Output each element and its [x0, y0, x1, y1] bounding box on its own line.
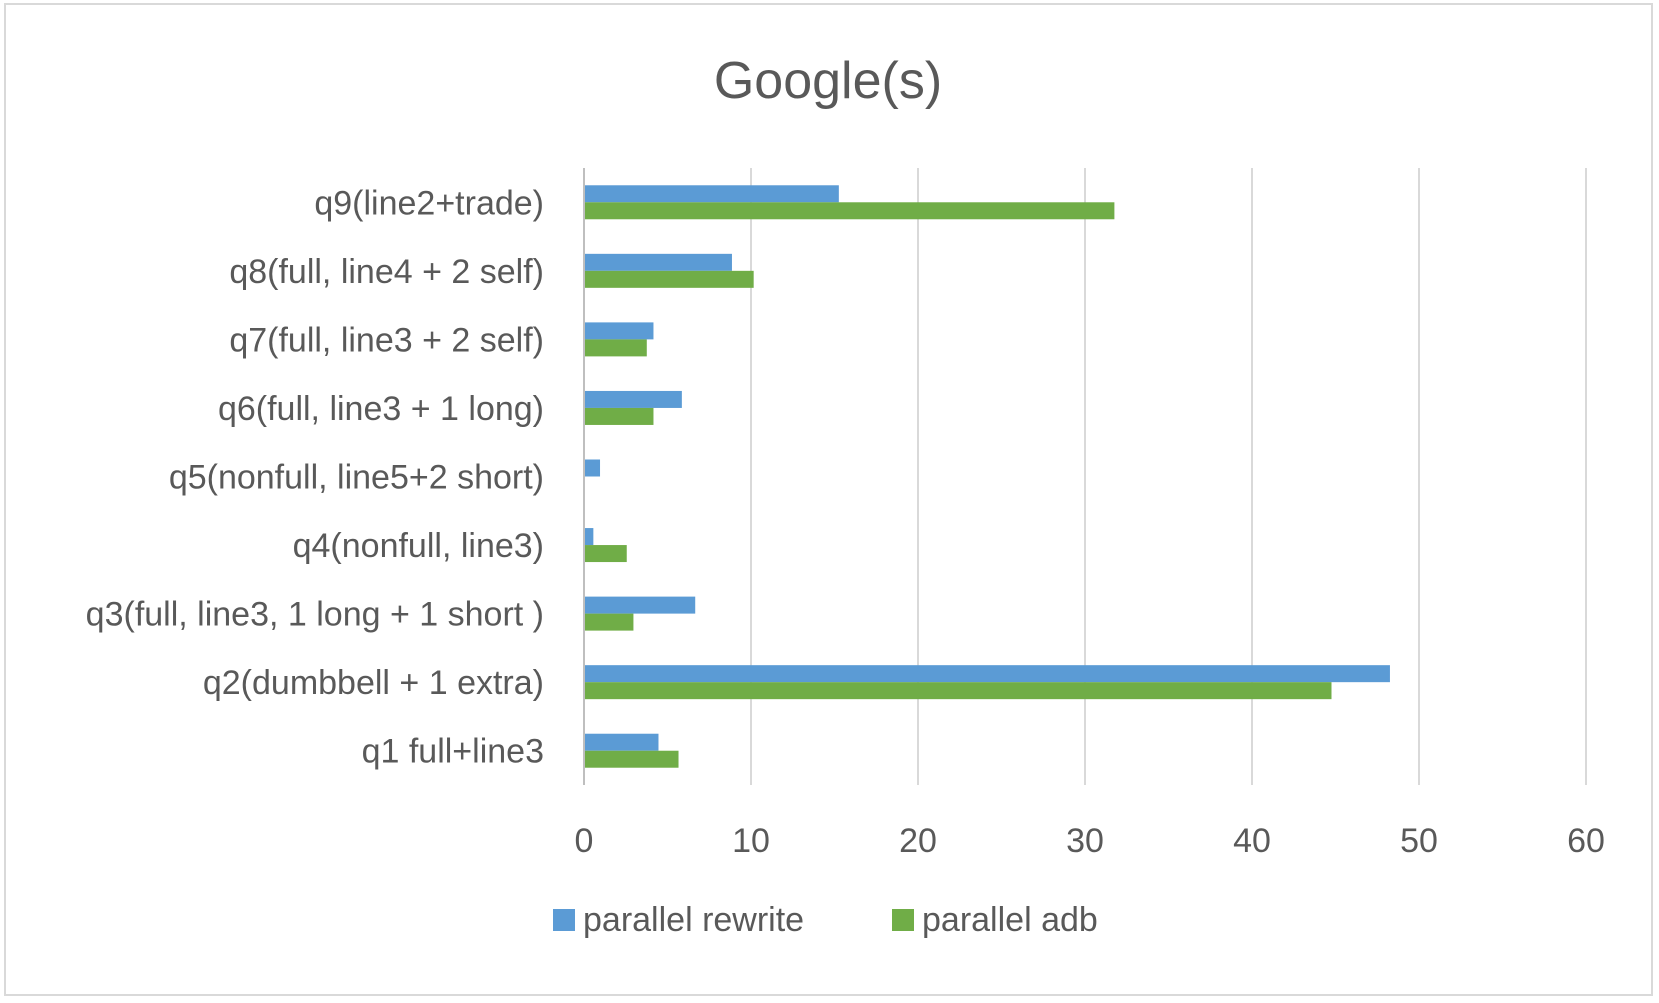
bar-parallel-rewrite: [585, 665, 1390, 683]
legend-label: parallel rewrite: [583, 901, 804, 939]
bar-parallel-adb: [585, 613, 634, 631]
bar-parallel-rewrite: [585, 390, 682, 408]
bar-parallel-adb: [585, 270, 754, 288]
x-tick-label: 20: [899, 822, 937, 860]
y-category-label: q5(nonfull, line5+2 short): [169, 459, 544, 497]
bar-parallel-rewrite: [585, 459, 601, 477]
y-axis-category-labels: q1 full+line3 q2(dumbbell + 1 extra) q3(fu…: [86, 184, 544, 770]
y-category-label: q4(nonfull, line3): [293, 527, 544, 565]
legend: parallel rewrite parallel adb: [553, 901, 1098, 939]
x-axis-tick-labels: 0 10 20 30 40 50 60: [575, 822, 1605, 860]
y-category-label: q3(full, line3, 1 long + 1 short ): [86, 596, 544, 634]
bar-parallel-adb: [585, 407, 654, 425]
bar-parallel-rewrite: [585, 253, 732, 271]
y-category-label: q7(full, line3 + 2 self): [229, 321, 544, 359]
y-category-label: q9(line2+trade): [314, 184, 544, 222]
chart-frame: [4, 3, 1653, 996]
bar-parallel-adb: [585, 682, 1332, 700]
bar-parallel-adb: [585, 202, 1115, 220]
bar-parallel-adb: [585, 545, 627, 563]
bar-parallel-rewrite: [585, 185, 839, 203]
bar-parallel-rewrite: [585, 596, 696, 614]
x-tick-label: 30: [1066, 822, 1104, 860]
x-tick-label: 60: [1567, 822, 1605, 860]
x-tick-label: 0: [575, 822, 594, 860]
y-category-label: q8(full, line4 + 2 self): [229, 253, 544, 291]
legend-swatch: [553, 909, 575, 931]
legend-label: parallel adb: [922, 901, 1098, 939]
bar-parallel-rewrite: [585, 322, 654, 340]
y-category-label: q6(full, line3 + 1 long): [218, 390, 544, 428]
bar-parallel-adb: [585, 750, 679, 768]
bars: [585, 185, 1390, 768]
y-category-label: q1 full+line3: [362, 733, 544, 771]
y-category-label: q2(dumbbell + 1 extra): [203, 664, 544, 702]
bar-parallel-adb: [585, 339, 647, 357]
x-tick-label: 50: [1400, 822, 1438, 860]
bar-parallel-rewrite: [585, 733, 659, 751]
chart-title: Google(s): [714, 52, 942, 110]
legend-swatch: [892, 909, 914, 931]
x-tick-label: 40: [1233, 822, 1271, 860]
bar-parallel-rewrite: [585, 528, 594, 546]
x-tick-label: 10: [732, 822, 770, 860]
